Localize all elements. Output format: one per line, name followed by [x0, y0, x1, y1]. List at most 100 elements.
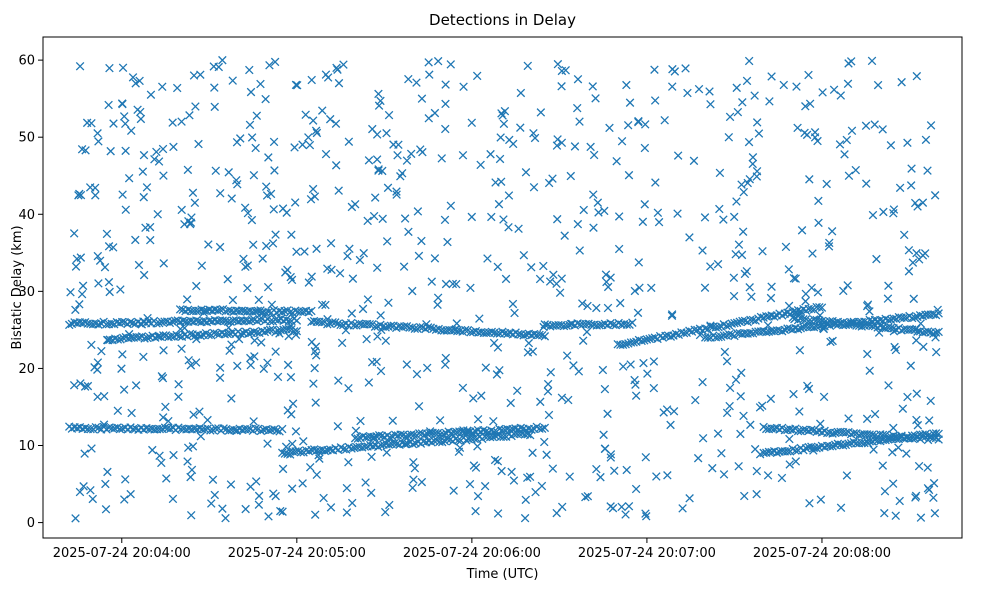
data-point — [796, 323, 806, 333]
data-point — [529, 128, 538, 138]
data-point — [400, 439, 410, 449]
data-point — [224, 168, 233, 177]
data-point — [868, 210, 878, 220]
data-point — [422, 363, 432, 373]
data-point — [495, 154, 505, 164]
data-point — [622, 80, 631, 90]
data-point — [618, 340, 628, 350]
data-point — [844, 320, 853, 329]
data-point — [489, 427, 499, 436]
data-point — [894, 443, 903, 452]
data-point — [816, 495, 826, 504]
data-point — [698, 246, 707, 255]
data-point — [307, 337, 317, 347]
data-point — [476, 160, 485, 170]
data-point — [894, 432, 904, 441]
data-point — [287, 230, 296, 239]
data-point — [799, 315, 808, 324]
data-point — [117, 317, 127, 327]
data-point — [79, 482, 88, 491]
data-point — [72, 254, 82, 264]
data-point — [277, 424, 287, 434]
data-point — [94, 279, 103, 288]
data-point — [467, 212, 477, 222]
data-point — [291, 427, 301, 436]
data-point — [884, 315, 893, 325]
data-point — [306, 194, 316, 204]
data-point — [363, 295, 373, 304]
data-point — [283, 360, 293, 370]
data-point — [135, 76, 144, 86]
data-point — [251, 143, 260, 153]
data-point — [446, 60, 456, 69]
data-point — [815, 316, 824, 325]
data-point — [714, 332, 723, 342]
data-point — [287, 484, 297, 493]
data-point — [650, 333, 660, 342]
data-point — [292, 326, 302, 336]
data-point — [467, 118, 477, 127]
data-point — [929, 478, 939, 488]
data-point — [370, 193, 380, 202]
data-point — [226, 317, 235, 327]
data-point — [841, 440, 851, 450]
data-point — [667, 311, 677, 321]
data-point — [252, 328, 262, 337]
data-point — [860, 438, 869, 448]
data-point — [581, 492, 590, 502]
data-point — [617, 502, 626, 512]
data-point — [401, 432, 411, 441]
data-point — [311, 398, 320, 407]
data-point — [254, 500, 264, 509]
data-point — [116, 285, 125, 294]
data-point — [191, 358, 201, 367]
data-point — [918, 251, 928, 260]
data-point — [309, 379, 318, 388]
data-point — [825, 238, 834, 248]
data-point — [614, 244, 624, 254]
data-point — [286, 372, 296, 382]
data-point — [601, 270, 611, 279]
data-point — [91, 191, 100, 200]
data-point — [158, 413, 168, 422]
data-point — [643, 369, 652, 378]
data-point — [423, 323, 433, 332]
data-point — [880, 486, 890, 496]
data-point — [160, 317, 169, 326]
data-point — [795, 345, 805, 355]
data-point — [273, 372, 283, 382]
data-point — [154, 157, 164, 166]
data-point — [376, 311, 385, 320]
data-point — [374, 101, 384, 110]
data-point — [536, 108, 546, 117]
data-point — [862, 301, 872, 311]
data-point — [433, 300, 442, 310]
data-point — [417, 94, 427, 103]
data-point — [221, 513, 230, 523]
data-point — [402, 156, 412, 165]
data-point — [586, 142, 595, 152]
data-point — [492, 370, 502, 379]
data-point — [284, 316, 294, 326]
data-point — [427, 277, 437, 286]
data-point — [481, 363, 491, 372]
y-tick-label: 20 — [18, 362, 35, 377]
data-point — [204, 240, 213, 249]
data-point — [843, 281, 852, 290]
data-point — [345, 244, 354, 254]
data-point — [263, 358, 272, 368]
data-point — [631, 391, 641, 400]
data-point — [246, 360, 255, 370]
data-point — [898, 404, 908, 413]
data-point — [94, 320, 103, 329]
data-point — [716, 332, 726, 341]
data-point — [206, 499, 216, 508]
data-point — [408, 483, 417, 493]
data-point — [392, 187, 401, 196]
data-point — [523, 61, 533, 71]
data-point — [808, 249, 817, 258]
data-point — [836, 318, 845, 328]
data-point — [269, 425, 279, 434]
data-point — [725, 401, 734, 411]
data-point — [537, 330, 547, 340]
